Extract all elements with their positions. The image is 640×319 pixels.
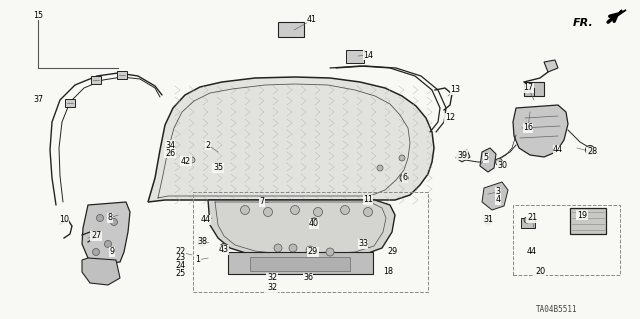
Text: 29: 29 <box>388 248 398 256</box>
Polygon shape <box>609 10 626 22</box>
Text: TA04B5511: TA04B5511 <box>536 305 578 314</box>
Text: 35: 35 <box>213 164 223 173</box>
Bar <box>570 208 606 234</box>
Text: 7: 7 <box>259 197 264 206</box>
Text: 36: 36 <box>303 273 313 283</box>
Circle shape <box>364 207 372 217</box>
Circle shape <box>169 145 175 151</box>
Circle shape <box>586 145 595 154</box>
Text: 2: 2 <box>205 140 211 150</box>
Circle shape <box>310 218 318 226</box>
Circle shape <box>291 205 300 214</box>
Text: FR.: FR. <box>573 18 594 28</box>
Text: 19: 19 <box>577 211 587 219</box>
Polygon shape <box>544 60 558 72</box>
Circle shape <box>217 165 223 171</box>
Text: 13: 13 <box>450 85 460 94</box>
Text: 33: 33 <box>358 240 368 249</box>
Text: 25: 25 <box>175 270 185 278</box>
Circle shape <box>306 246 314 254</box>
Text: 21: 21 <box>527 213 537 222</box>
Text: 44: 44 <box>527 248 537 256</box>
Circle shape <box>399 155 405 161</box>
Text: 3: 3 <box>495 188 500 197</box>
Polygon shape <box>482 182 508 210</box>
Text: 14: 14 <box>363 50 373 60</box>
Text: 32: 32 <box>267 273 277 283</box>
Circle shape <box>377 165 383 171</box>
Text: 24: 24 <box>175 262 185 271</box>
Polygon shape <box>208 200 395 258</box>
Text: 12: 12 <box>445 114 455 122</box>
Text: 4: 4 <box>495 196 500 204</box>
Text: 1: 1 <box>195 256 200 264</box>
Circle shape <box>314 207 323 217</box>
Circle shape <box>289 244 297 252</box>
Text: 5: 5 <box>483 153 488 162</box>
Circle shape <box>241 205 250 214</box>
Text: 44: 44 <box>553 145 563 154</box>
Text: 27: 27 <box>91 232 101 241</box>
Bar <box>228 252 373 274</box>
Circle shape <box>198 238 206 246</box>
Circle shape <box>264 207 273 217</box>
Bar <box>250 257 350 271</box>
Text: 9: 9 <box>109 248 115 256</box>
Bar <box>91 76 101 84</box>
Text: 31: 31 <box>483 216 493 225</box>
Circle shape <box>326 248 334 256</box>
Text: 17: 17 <box>523 84 533 93</box>
Bar <box>278 22 304 37</box>
Text: 11: 11 <box>363 196 373 204</box>
Circle shape <box>524 217 530 223</box>
Circle shape <box>93 249 99 256</box>
Circle shape <box>400 174 408 182</box>
Bar <box>346 50 364 63</box>
Circle shape <box>104 241 111 248</box>
Polygon shape <box>480 148 496 172</box>
Text: 32: 32 <box>267 284 277 293</box>
Circle shape <box>495 159 502 166</box>
Text: 16: 16 <box>523 123 533 132</box>
Polygon shape <box>82 202 130 264</box>
Text: 6: 6 <box>403 174 408 182</box>
Text: 40: 40 <box>309 219 319 228</box>
Text: 38: 38 <box>197 238 207 247</box>
Polygon shape <box>456 150 470 162</box>
Circle shape <box>220 243 228 253</box>
Bar <box>193 192 428 292</box>
Circle shape <box>97 214 104 221</box>
Text: 10: 10 <box>59 216 69 225</box>
Text: 41: 41 <box>307 16 317 25</box>
Bar <box>524 82 544 96</box>
Polygon shape <box>513 105 568 157</box>
Text: 22: 22 <box>175 248 185 256</box>
Bar <box>117 71 127 79</box>
Text: 44: 44 <box>201 216 211 225</box>
Text: 30: 30 <box>497 161 507 170</box>
Text: 43: 43 <box>219 246 229 255</box>
Bar <box>65 99 75 107</box>
Polygon shape <box>82 258 120 285</box>
Text: 29: 29 <box>308 248 318 256</box>
Bar <box>521 218 535 228</box>
Circle shape <box>340 205 349 214</box>
Circle shape <box>274 244 282 252</box>
Text: 18: 18 <box>383 268 393 277</box>
Circle shape <box>111 219 118 226</box>
Text: 37: 37 <box>33 95 43 105</box>
Text: 39: 39 <box>457 151 467 160</box>
Text: 15: 15 <box>33 11 43 19</box>
Circle shape <box>484 216 492 224</box>
Text: 20: 20 <box>535 268 545 277</box>
Bar <box>513 205 620 275</box>
Polygon shape <box>148 77 434 202</box>
Text: 23: 23 <box>175 254 185 263</box>
Text: 8: 8 <box>108 213 113 222</box>
Text: 28: 28 <box>587 147 597 157</box>
Text: 26: 26 <box>165 149 175 158</box>
Circle shape <box>189 157 195 163</box>
Text: 42: 42 <box>181 157 191 166</box>
Text: 34: 34 <box>165 140 175 150</box>
